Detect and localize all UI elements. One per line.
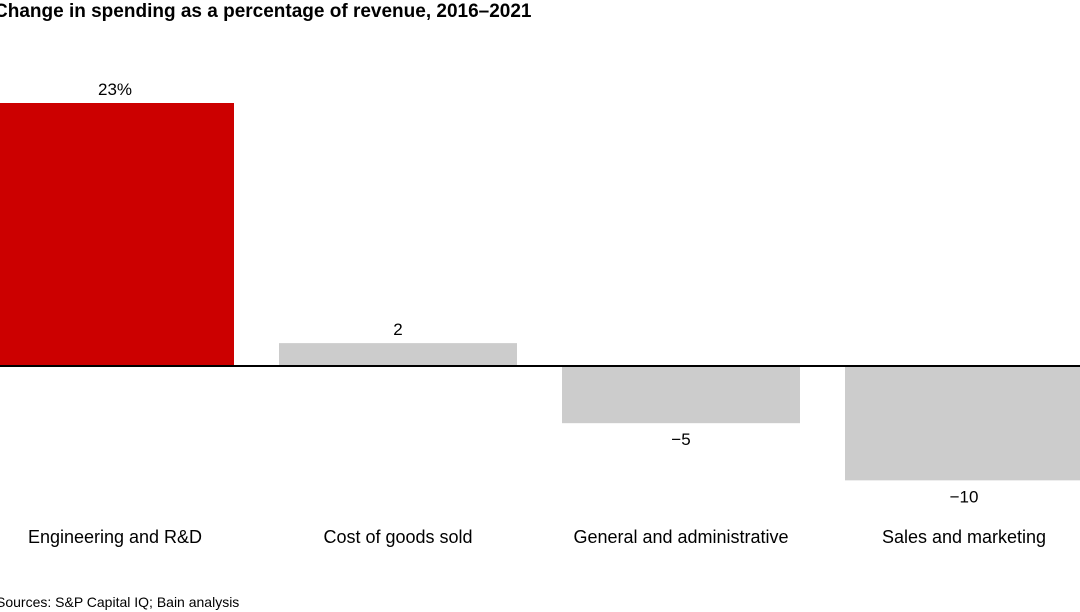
bar-3 [845, 366, 1080, 481]
data-label-1: 2 [393, 320, 402, 339]
category-label-1: Cost of goods sold [323, 527, 472, 547]
bar-0 [0, 103, 234, 366]
category-label-2: General and administrative [573, 527, 788, 547]
category-label-3: Sales and marketing [882, 527, 1046, 547]
data-label-2: −5 [671, 430, 690, 449]
data-label-0: 23% [98, 80, 132, 99]
bar-2 [562, 366, 800, 424]
bar-1 [279, 343, 517, 366]
category-label-0: Engineering and R&D [28, 527, 202, 547]
labels-layer: 23% Engineering and R&D 2 Cost of goods sol… [28, 80, 1046, 547]
chart-title: Change in spending as a percentage of re… [0, 1, 532, 22]
data-label-3: −10 [950, 487, 979, 506]
source-note: Sources: S&P Capital IQ; Bain analysis [0, 594, 240, 610]
bars-layer [0, 103, 1080, 481]
